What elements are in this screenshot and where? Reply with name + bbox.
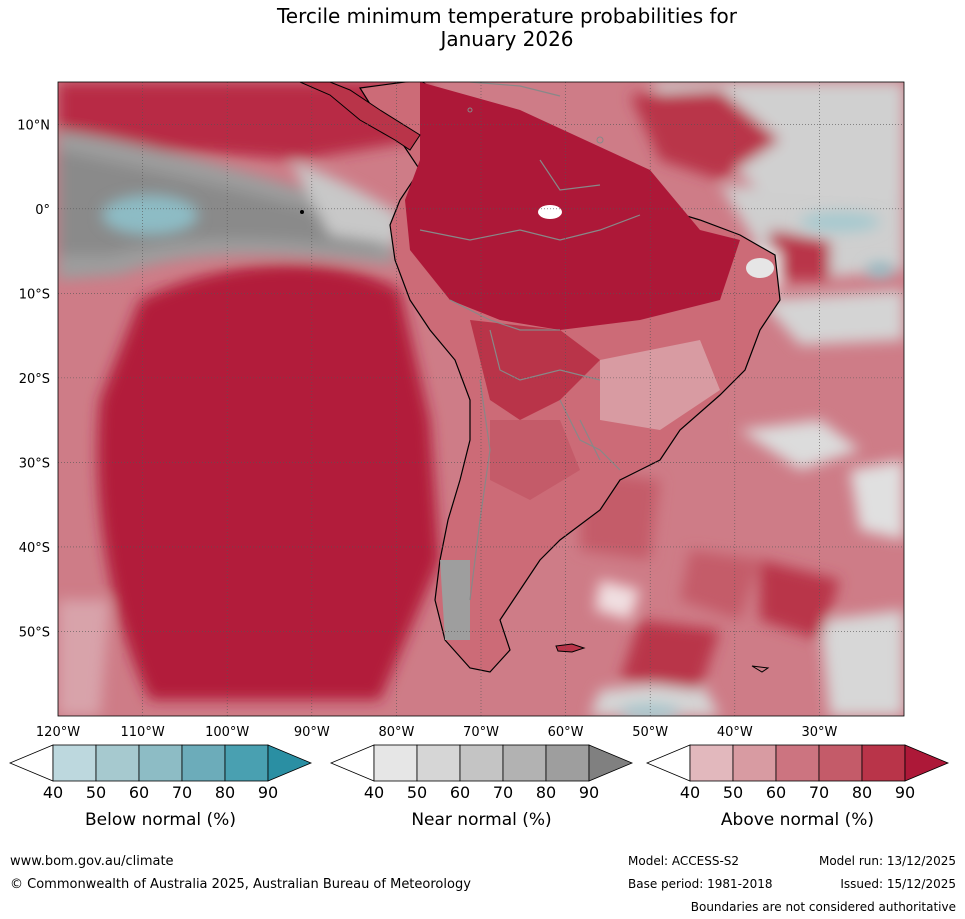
- bom-url: www.bom.gov.au/climate: [10, 854, 174, 869]
- lon-label: 40°W: [717, 725, 753, 740]
- legend-swatch: [416, 744, 461, 782]
- legend-tick: 50: [86, 783, 106, 802]
- lon-label: 80°W: [378, 725, 414, 740]
- legend-3: 40 50 60 70 80 90 Above normal (%): [645, 744, 950, 830]
- legend-max-arrow: [904, 744, 950, 782]
- lat-label: 10°N: [17, 118, 50, 133]
- legend-min-arrow: [645, 744, 691, 782]
- legend-tick: 80: [536, 783, 556, 802]
- legend-1: 40 50 60 70 80 90 Below normal (%): [8, 744, 313, 830]
- latitude-labels: 10°N 0° 10°S 20°S 30°S 40°S 50°S: [17, 118, 50, 640]
- legend-swatch: [373, 744, 418, 782]
- legend-min-arrow: [329, 744, 375, 782]
- lon-label: 100°W: [205, 725, 249, 740]
- issued-date: Issued: 15/12/2025: [840, 877, 956, 891]
- legend-tick: 60: [129, 783, 149, 802]
- legend-tick: 60: [450, 783, 470, 802]
- legend-tick: 70: [172, 783, 192, 802]
- lon-label: 90°W: [294, 725, 330, 740]
- legend-swatch: [459, 744, 504, 782]
- legend-tick: 70: [493, 783, 513, 802]
- title-line-2: January 2026: [440, 27, 574, 51]
- legend-label: Above normal (%): [721, 810, 874, 830]
- legend-tick: 90: [579, 783, 599, 802]
- legend-tick: 70: [809, 783, 829, 802]
- model-run-date: Model run: 13/12/2025: [819, 854, 956, 868]
- legend-tick: 40: [364, 783, 384, 802]
- lon-label: 120°W: [36, 725, 80, 740]
- boundaries-disclaimer: Boundaries are not considered authoritat…: [691, 900, 956, 914]
- legend-label: Below normal (%): [85, 810, 236, 830]
- legend-swatch: [224, 744, 269, 782]
- lon-label: 70°W: [463, 725, 499, 740]
- lat-label: 50°S: [19, 625, 50, 640]
- legend-swatch: [138, 744, 183, 782]
- longitude-labels: 120°W 110°W 100°W 90°W 80°W 70°W 60°W 50°W 40°W 3…: [36, 725, 838, 740]
- legend-tick: 90: [258, 783, 278, 802]
- legend-tick: 90: [895, 783, 915, 802]
- legend-tick: 50: [407, 783, 427, 802]
- legend-tick: 40: [680, 783, 700, 802]
- lon-label: 110°W: [121, 725, 165, 740]
- legend-tick: 60: [766, 783, 786, 802]
- legend-tick: 40: [43, 783, 63, 802]
- legend-max-arrow: [588, 744, 634, 782]
- legend-swatch: [181, 744, 226, 782]
- legend-label: Near normal (%): [411, 810, 551, 830]
- legend-tick: 80: [852, 783, 872, 802]
- legend-max-arrow: [267, 744, 313, 782]
- legend-tick: 50: [723, 783, 743, 802]
- lat-label: 0°: [35, 203, 50, 218]
- probability-field: [58, 82, 904, 716]
- base-period: Base period: 1981-2018: [628, 877, 773, 891]
- legend-2: 40 50 60 70 80 90 Near normal (%): [329, 744, 634, 830]
- legends: 40 50 60 70 80 90 Below normal (%) 40 50 60 70 80 90…: [8, 744, 950, 830]
- legend-swatch: [732, 744, 777, 782]
- legend-swatch: [775, 744, 820, 782]
- legend-swatch: [95, 744, 140, 782]
- map-title: Tercile minimum temperature probabilitie…: [0, 5, 965, 51]
- copyright-notice: © Commonwealth of Australia 2025, Austra…: [10, 877, 471, 892]
- legend-swatch: [502, 744, 547, 782]
- lat-label: 10°S: [19, 287, 50, 302]
- lon-label: 30°W: [801, 725, 837, 740]
- title-line-1: Tercile minimum temperature probabilitie…: [276, 4, 738, 28]
- lat-label: 20°S: [19, 372, 50, 387]
- lat-label: 30°S: [19, 456, 50, 471]
- south-america: [358, 82, 781, 673]
- legend-swatch: [52, 744, 97, 782]
- legend-swatch: [689, 744, 734, 782]
- legend-min-arrow: [8, 744, 54, 782]
- lon-label: 60°W: [548, 725, 584, 740]
- model-name: Model: ACCESS-S2: [628, 854, 739, 868]
- lon-label: 50°W: [632, 725, 668, 740]
- legend-swatch: [545, 744, 590, 782]
- legend-tick: 80: [215, 783, 235, 802]
- lat-label: 40°S: [19, 541, 50, 556]
- legend-swatch: [861, 744, 906, 782]
- legend-swatch: [818, 744, 863, 782]
